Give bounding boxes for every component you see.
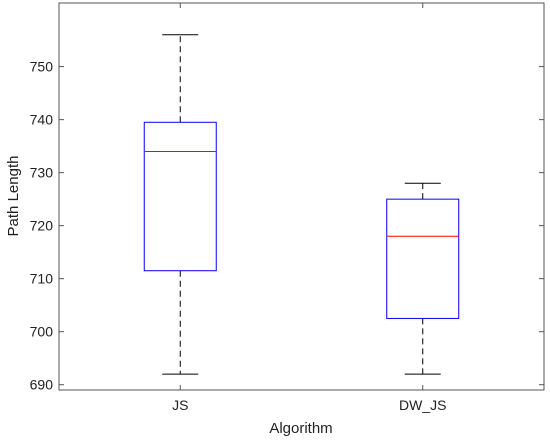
plot-area xyxy=(58,2,545,391)
y-tick-label: 690 xyxy=(30,377,54,393)
y-axis-label: Path Length xyxy=(5,156,22,237)
y-tick-label: 720 xyxy=(30,218,54,234)
x-axis-label: Algorithm xyxy=(269,420,332,437)
y-tick-label: 740 xyxy=(30,112,54,128)
y-tick-label: 710 xyxy=(30,271,54,287)
boxes-group xyxy=(143,34,460,375)
y-tick-label: 730 xyxy=(30,165,54,181)
box-iqr xyxy=(143,121,217,272)
axis-ticks: 690 700 710 720 730 740 750 JS DW_JS xyxy=(30,3,544,413)
y-tick-label: 750 xyxy=(30,59,54,75)
box-iqr xyxy=(386,198,460,319)
y-tick-label: 700 xyxy=(30,324,54,340)
x-tick-label: DW_JS xyxy=(399,397,446,413)
x-tick-label: JS xyxy=(172,397,188,413)
